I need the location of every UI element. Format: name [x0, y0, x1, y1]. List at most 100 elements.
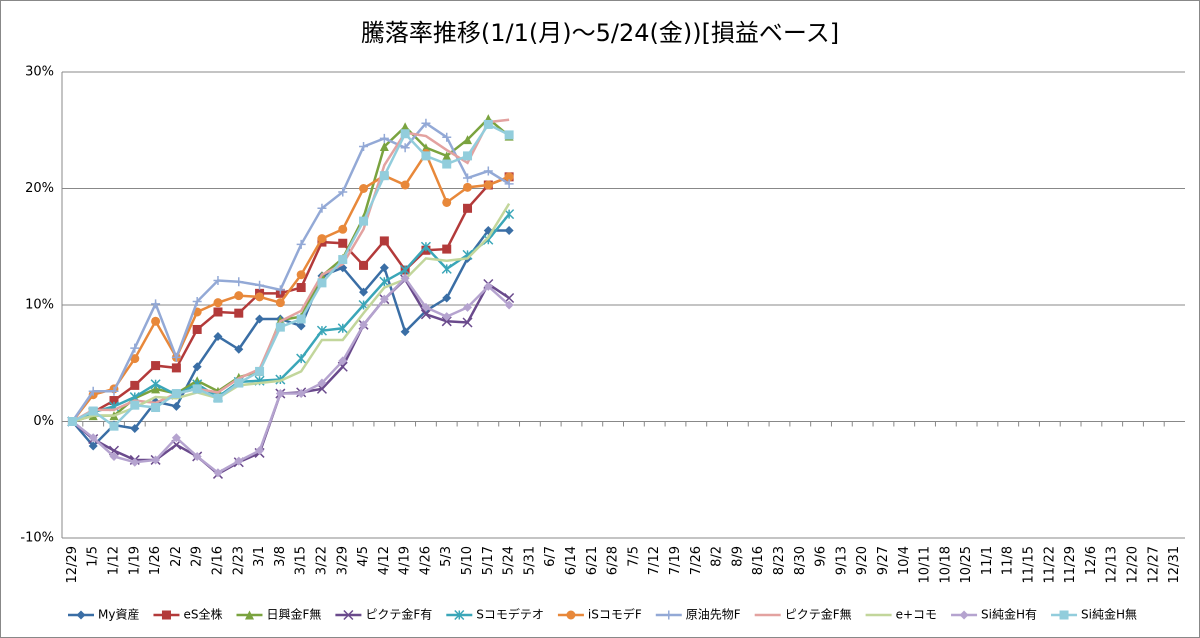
- marker: [275, 322, 285, 332]
- marker: [109, 396, 119, 406]
- marker: [959, 610, 969, 620]
- marker: [442, 197, 452, 207]
- marker: [504, 209, 515, 220]
- marker: [317, 234, 327, 244]
- x-tick-label: 5/31: [522, 546, 537, 575]
- x-tick-label: 7/19: [668, 546, 683, 575]
- x-tick-label: 8/2: [710, 546, 725, 567]
- marker: [504, 130, 514, 140]
- marker: [420, 241, 431, 252]
- marker: [130, 457, 140, 467]
- y-tick-label: 0%: [33, 414, 54, 429]
- marker: [151, 403, 161, 413]
- marker: [244, 610, 254, 620]
- marker: [379, 263, 389, 273]
- marker: [442, 132, 452, 142]
- marker: [213, 307, 223, 317]
- marker: [338, 238, 348, 248]
- line: [72, 116, 510, 423]
- x-tick-label: 12/20: [1126, 546, 1141, 583]
- x-tick-label: 6/7: [543, 546, 558, 567]
- marker: [275, 298, 285, 308]
- x-tick-label: 9/20: [855, 546, 870, 575]
- marker: [255, 446, 265, 456]
- y-tick-label: -10%: [20, 531, 54, 546]
- legend-label: ピクテ金F有: [365, 607, 432, 622]
- legend-label: 日興金F無: [266, 607, 321, 622]
- x-tick-label: 5/10: [460, 546, 475, 575]
- x-tick-label: 8/9: [730, 546, 745, 567]
- marker: [151, 455, 161, 465]
- series: [67, 273, 514, 478]
- series: [72, 202, 511, 423]
- marker: [213, 331, 223, 341]
- marker: [359, 260, 369, 270]
- series: [67, 119, 514, 431]
- marker: [192, 384, 202, 394]
- marker: [441, 316, 452, 327]
- marker: [483, 166, 493, 176]
- marker: [275, 285, 285, 295]
- x-tick-label: 8/16: [751, 546, 766, 575]
- marker: [463, 173, 473, 183]
- legend-label: My資産: [98, 607, 139, 622]
- x-tick-label: 12/13: [1105, 546, 1120, 583]
- x-tick-label: 1/5: [86, 546, 101, 567]
- x-tick-label: 1/12: [106, 546, 121, 575]
- marker: [359, 320, 369, 330]
- marker: [296, 270, 306, 280]
- x-tick-label: 10/11: [918, 546, 933, 583]
- marker: [171, 389, 181, 399]
- marker: [463, 203, 473, 213]
- x-tick-label: 5/24: [502, 546, 517, 575]
- marker: [337, 323, 348, 334]
- line: [71, 121, 510, 423]
- marker: [296, 314, 306, 324]
- marker: [359, 184, 369, 193]
- marker: [316, 325, 327, 336]
- x-tick-label: 2/9: [190, 546, 205, 567]
- line: [71, 150, 510, 423]
- marker: [255, 280, 265, 290]
- marker: [130, 354, 140, 364]
- marker: [192, 451, 202, 461]
- marker: [379, 171, 389, 181]
- marker: [400, 327, 410, 337]
- marker: [130, 380, 140, 390]
- marker: [213, 276, 223, 286]
- marker: [255, 292, 265, 302]
- marker: [483, 119, 493, 129]
- marker: [150, 379, 161, 390]
- marker: [421, 302, 431, 312]
- legend-label: e+コモ: [896, 608, 937, 622]
- marker: [400, 273, 410, 283]
- x-tick-label: 12/27: [1146, 546, 1161, 583]
- x-tick-label: 5/17: [481, 546, 496, 575]
- marker: [317, 278, 327, 288]
- marker: [88, 433, 98, 443]
- marker: [171, 433, 181, 443]
- x-tick-label: 2/16: [210, 546, 225, 575]
- marker: [213, 468, 223, 478]
- x-tick-label: 9/6: [814, 546, 829, 567]
- marker: [379, 276, 390, 287]
- marker: [343, 609, 354, 621]
- marker: [151, 361, 161, 371]
- marker: [400, 129, 410, 139]
- x-tick-label: 8/30: [793, 546, 808, 575]
- marker: [504, 225, 514, 235]
- y-tick-label: 30%: [25, 65, 54, 80]
- marker: [338, 356, 348, 366]
- marker: [213, 393, 223, 403]
- marker: [379, 142, 389, 152]
- x-tick-label: 10/25: [959, 546, 974, 583]
- marker: [1059, 610, 1069, 620]
- marker: [255, 314, 265, 324]
- marker: [317, 203, 327, 213]
- x-tick-label: 9/27: [876, 546, 891, 575]
- x-tick-label: 11/1: [980, 546, 995, 575]
- marker: [442, 159, 452, 169]
- x-tick-label: 1/19: [127, 546, 142, 575]
- marker: [296, 389, 306, 399]
- x-tick-label: 8/23: [772, 546, 787, 575]
